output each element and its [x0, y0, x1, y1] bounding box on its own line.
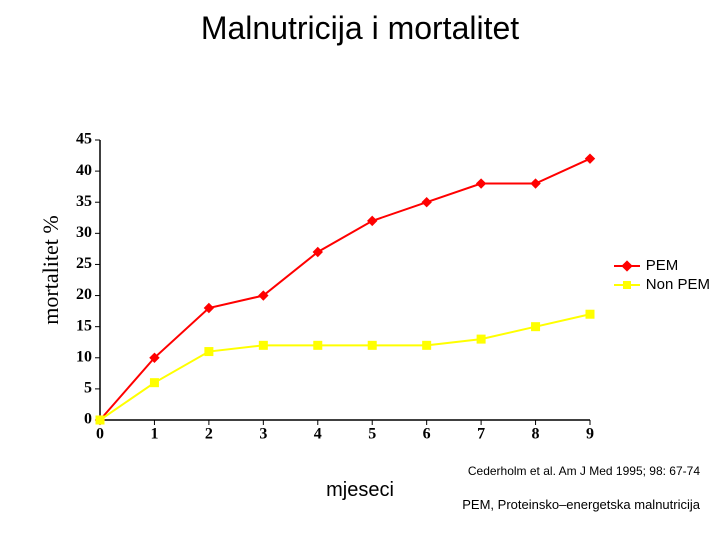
svg-text:35: 35 — [76, 193, 92, 210]
svg-text:30: 30 — [76, 224, 92, 241]
legend-label: PEM — [646, 257, 679, 274]
line-chart: 0510152025303540450123456789 — [40, 130, 600, 450]
svg-text:9: 9 — [586, 425, 594, 442]
svg-text:0: 0 — [96, 425, 104, 442]
legend-item-nonpem: Non PEM — [614, 276, 710, 293]
svg-text:0: 0 — [84, 411, 92, 428]
svg-text:6: 6 — [423, 425, 431, 442]
svg-text:5: 5 — [368, 425, 376, 442]
svg-text:10: 10 — [76, 348, 92, 365]
svg-text:3: 3 — [259, 425, 267, 442]
page-title: Malnutricija i mortalitet — [0, 10, 720, 47]
legend-label: Non PEM — [646, 276, 710, 293]
citation-text: Cederholm et al. Am J Med 1995; 98: 67-7… — [468, 464, 700, 478]
svg-text:20: 20 — [76, 286, 92, 303]
svg-text:8: 8 — [532, 425, 540, 442]
svg-text:40: 40 — [76, 162, 92, 179]
svg-text:45: 45 — [76, 131, 92, 148]
svg-text:25: 25 — [76, 255, 92, 272]
svg-text:5: 5 — [84, 380, 92, 397]
legend: PEM Non PEM — [614, 255, 710, 295]
svg-text:2: 2 — [205, 425, 213, 442]
svg-text:15: 15 — [76, 317, 92, 334]
svg-text:7: 7 — [477, 425, 485, 442]
footnote-text: PEM, Proteinsko–energetska malnutricija — [462, 497, 700, 512]
svg-text:4: 4 — [314, 425, 322, 442]
svg-text:1: 1 — [150, 425, 158, 442]
legend-item-pem: PEM — [614, 257, 710, 274]
chart-container: 0510152025303540450123456789 — [40, 130, 680, 450]
